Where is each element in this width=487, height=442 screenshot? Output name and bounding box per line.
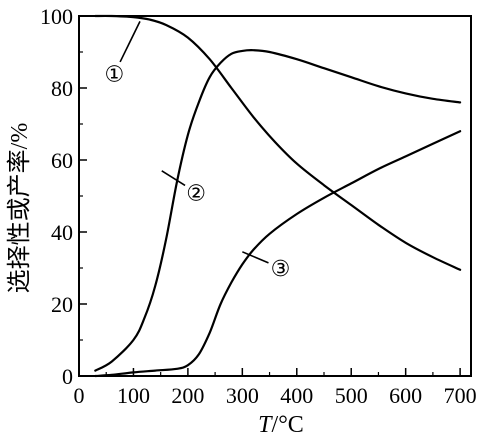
y-tick-label: 100 [40, 4, 73, 29]
curve-label-1: ① [105, 63, 125, 88]
y-tick-label: 40 [51, 220, 73, 245]
y-tick-label: 80 [51, 76, 73, 101]
x-tick-label: 600 [389, 383, 422, 408]
curve-label-leader-2 [161, 170, 186, 187]
y-tick-label: 20 [51, 292, 73, 317]
x-tick-label: 700 [444, 383, 477, 408]
plot-frame [78, 15, 472, 377]
x-tick-label: 300 [226, 383, 259, 408]
series-line-3 [94, 130, 462, 378]
y-tick-label: 60 [51, 148, 73, 173]
curve-label-leader-1 [119, 21, 141, 63]
curve-annotations: ① ② ③ [105, 21, 291, 282]
x-tick-label: 0 [74, 383, 85, 408]
curve-label-leader-3 [242, 251, 269, 264]
x-tick-label: 200 [171, 383, 204, 408]
x-axis-variable: T [258, 412, 273, 438]
curve-label-2: ② [186, 181, 206, 206]
curves [94, 14, 462, 378]
x-tick-label: 500 [335, 383, 368, 408]
series-line-2 [94, 49, 462, 372]
curve-label-3: ③ [271, 257, 291, 282]
y-axis-title: 选择性或产率/% [6, 123, 33, 294]
y-tick-label: 0 [62, 364, 73, 389]
x-tick-label: 100 [117, 383, 150, 408]
x-tick-label: 400 [280, 383, 313, 408]
series-line-1 [94, 14, 462, 271]
x-axis-title: T/°C [258, 412, 304, 438]
axes: 0 100 200 300 400 500 600 700 0 20 40 60 80 100 [40, 4, 477, 408]
x-axis-unit: /°C [272, 412, 304, 438]
